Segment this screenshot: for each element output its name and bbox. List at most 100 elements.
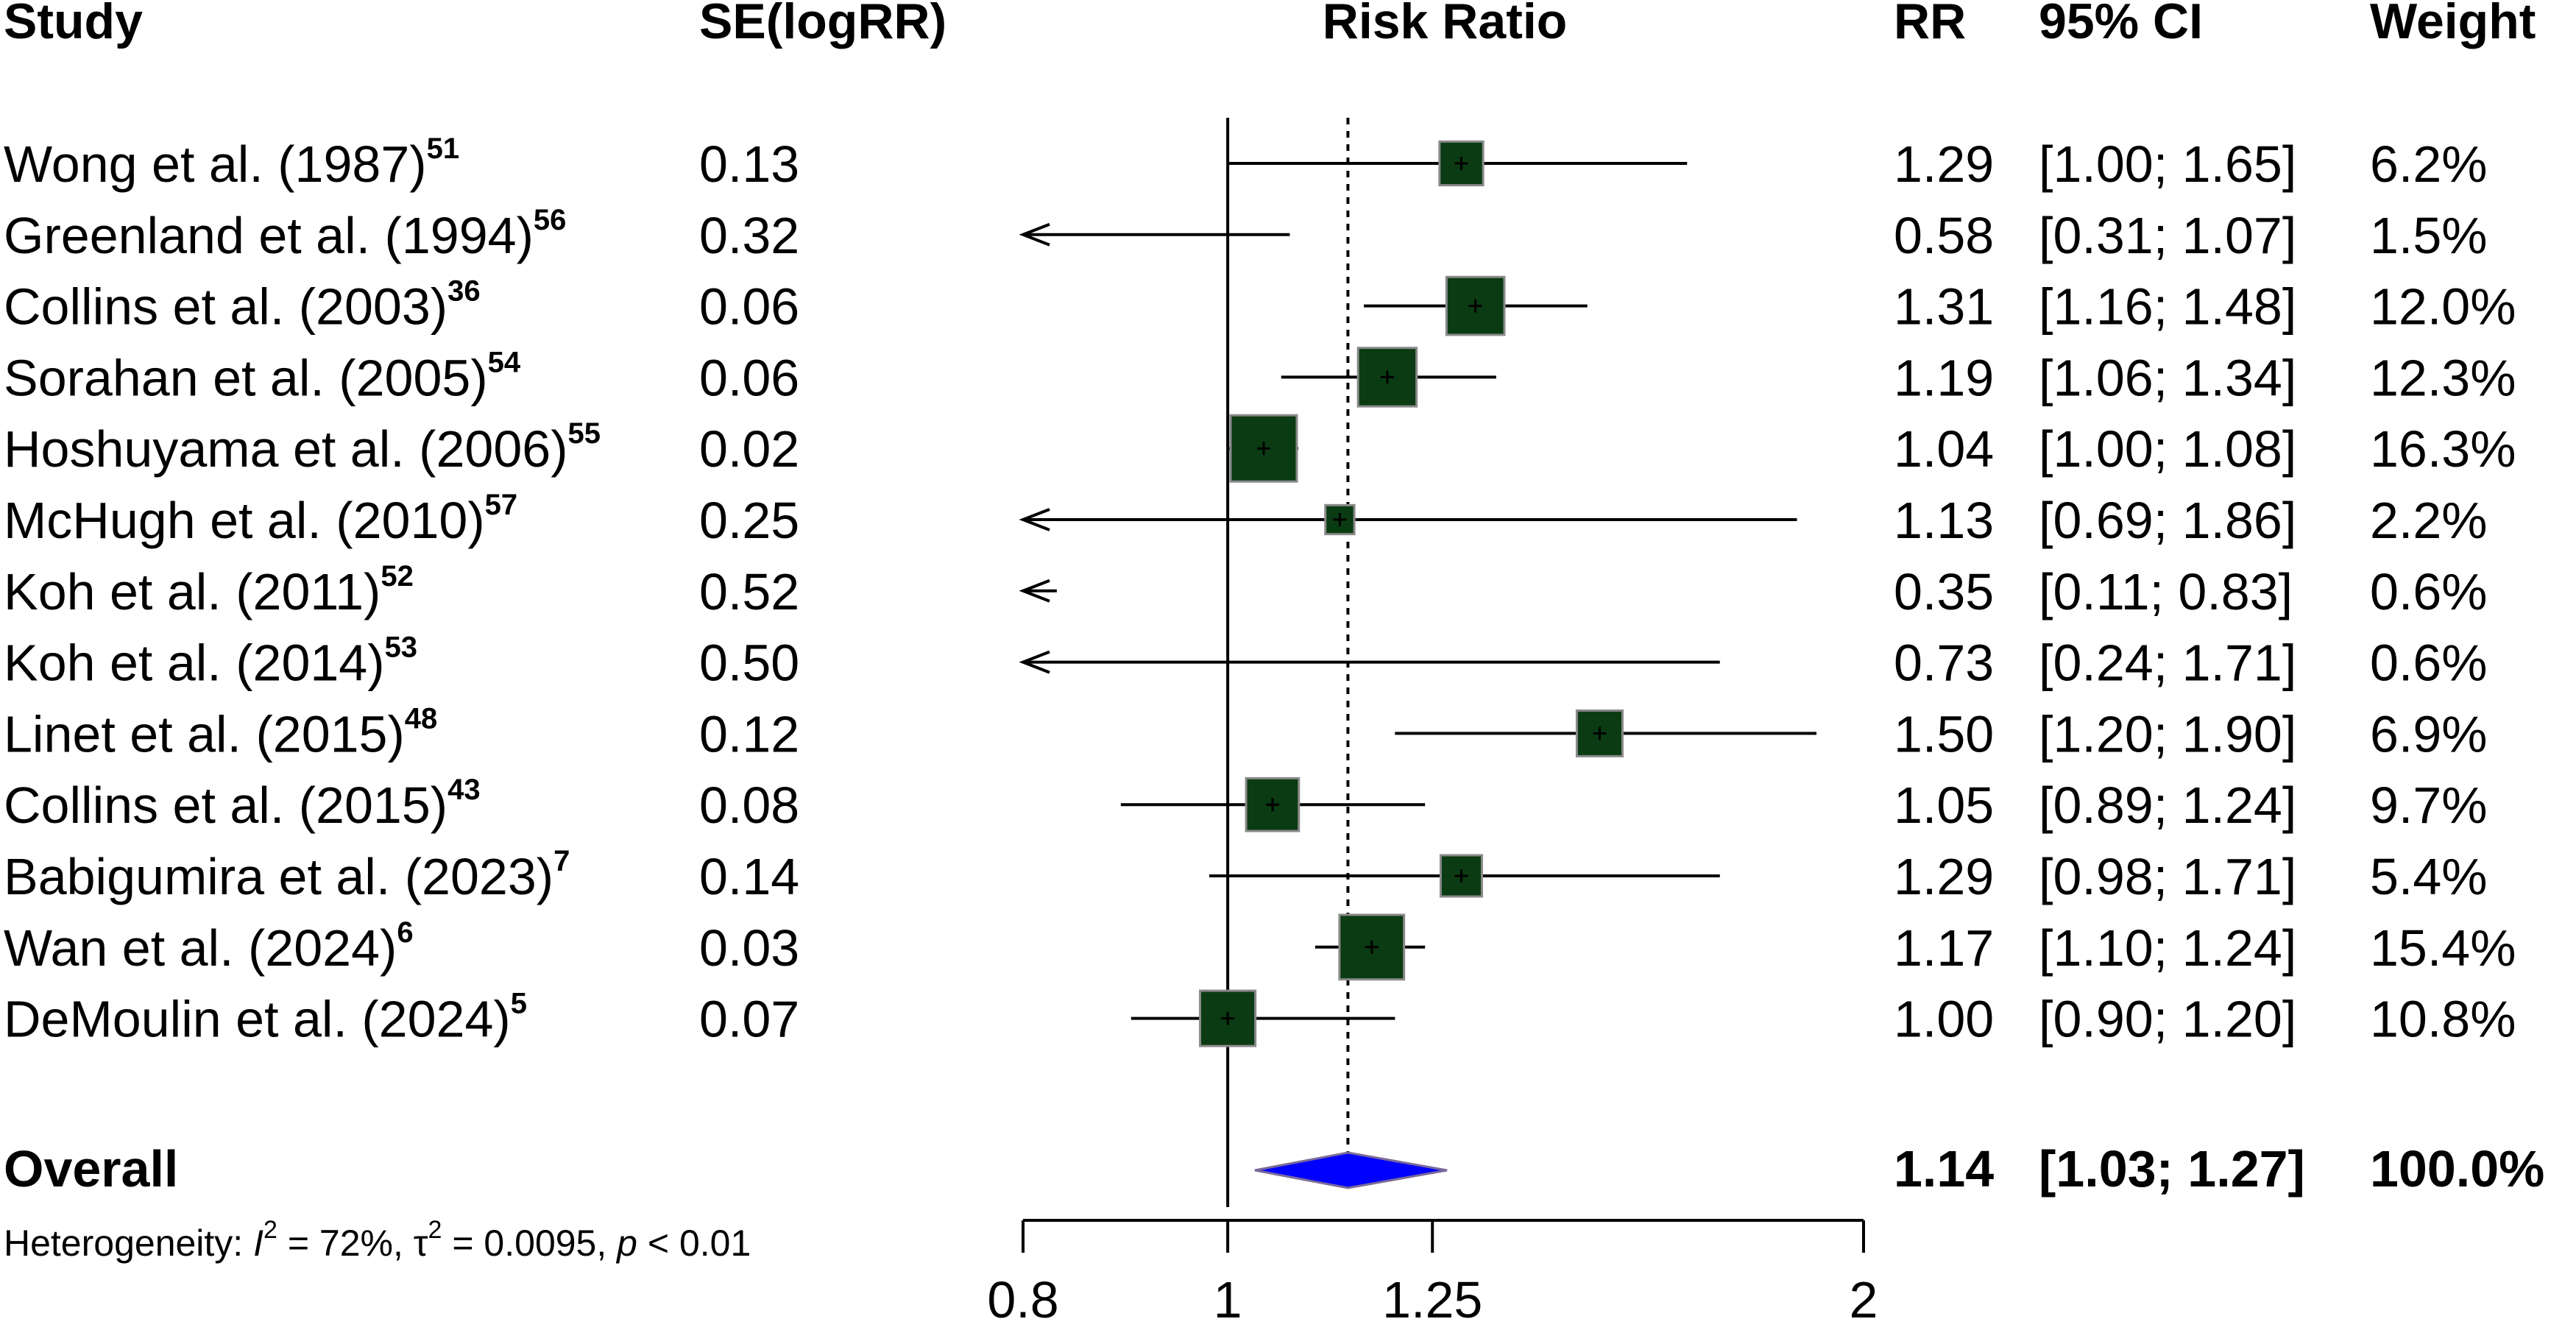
study-rr: 1.00 (1894, 991, 1994, 1048)
study-se: 0.08 (699, 777, 799, 834)
study-rr: 1.31 (1894, 278, 1994, 336)
study-name: Koh et al. (2014)53 (4, 632, 417, 692)
study-rr: 1.50 (1894, 705, 1994, 763)
i2-exponent: 2 (263, 1216, 277, 1244)
study-name-text: Koh et al. (2011) (4, 563, 381, 620)
study-reference: 53 (385, 632, 418, 664)
study-name-text: Hoshuyama et al. (2006) (4, 420, 568, 478)
study-reference: 51 (427, 132, 460, 165)
study-weight: 12.3% (2370, 349, 2516, 406)
header-se: SE(logRR) (699, 0, 946, 49)
study-name: Wong et al. (1987)51 (4, 132, 459, 193)
study-weight: 6.9% (2370, 705, 2488, 763)
study-weight: 2.2% (2370, 492, 2488, 549)
study-weight: 5.4% (2370, 848, 2488, 905)
study-se: 0.25 (699, 492, 799, 549)
study-name-text: Collins et al. (2003) (4, 278, 447, 336)
study-se: 0.06 (699, 349, 799, 406)
tau-exponent: 2 (428, 1216, 442, 1244)
study-se: 0.03 (699, 919, 799, 977)
x-tick-label: 1.25 (1382, 1271, 1482, 1329)
study-weight: 9.7% (2370, 777, 2488, 834)
overall-diamond (1254, 1151, 1448, 1189)
study-reference: 5 (511, 988, 527, 1020)
effect-square (1439, 854, 1484, 898)
study-name-text: Greenland et al. (1994) (4, 207, 534, 264)
study-ci: [1.10; 1.24] (2039, 919, 2296, 977)
study-ci: [0.89; 1.24] (2039, 777, 2296, 834)
ci-left-arrow (1019, 650, 1050, 674)
study-ci: [1.20; 1.90] (2039, 705, 2296, 763)
study-ci: [1.00; 1.08] (2039, 420, 2296, 478)
study-name: Linet et al. (2015)48 (4, 702, 437, 763)
study-name: Babigumira et al. (2023)7 (4, 845, 570, 905)
study-rr: 0.58 (1894, 207, 1994, 264)
overall-weight: 100.0% (2370, 1140, 2544, 1198)
effect-square (1245, 777, 1301, 832)
x-tick-label: 1 (1214, 1271, 1242, 1329)
study-row: Greenland et al. (1994)56 0.32 0.58 [0.31; … (4, 204, 2488, 264)
study-se: 0.14 (699, 848, 799, 905)
study-ci: [0.69; 1.86] (2039, 492, 2296, 549)
study-rr: 1.13 (1894, 492, 1994, 549)
tau-symbol: τ (414, 1223, 428, 1264)
study-row: Hoshuyama et al. (2006)55 0.02 1.04 [1.00; … (4, 414, 2516, 483)
study-se: 0.13 (699, 135, 799, 193)
study-rr: 1.05 (1894, 777, 1994, 834)
study-reference: 7 (553, 845, 570, 877)
i2-value: = 72%, (277, 1223, 414, 1264)
study-name: DeMoulin et al. (2024)5 (4, 988, 527, 1048)
study-reference: 52 (381, 560, 414, 593)
heterogeneity-prefix: Heterogeneity: (4, 1223, 253, 1264)
header-rr: RR (1894, 0, 1966, 49)
study-name-text: Linet et al. (2015) (4, 705, 405, 763)
p-value: < 0.01 (637, 1223, 751, 1264)
study-reference: 36 (447, 275, 481, 308)
study-row: Babigumira et al. (2023)7 0.14 1.29 [0.98; … (4, 845, 2488, 905)
study-weight: 15.4% (2370, 919, 2516, 977)
study-ci: [1.00; 1.65] (2039, 135, 2296, 193)
study-weight: 10.8% (2370, 991, 2516, 1048)
study-weight: 16.3% (2370, 420, 2516, 478)
study-row: Wong et al. (1987)51 0.13 1.29 [1.00; 1.65]… (4, 132, 2488, 193)
x-tick-label: 2 (1850, 1271, 1878, 1329)
study-se: 0.06 (699, 278, 799, 336)
study-se: 0.52 (699, 563, 799, 620)
i2-symbol: I (253, 1223, 263, 1264)
study-rr: 1.29 (1894, 135, 1994, 193)
study-row: McHugh et al. (2010)57 0.25 1.13 [0.69; 1.8… (4, 489, 2488, 549)
study-name-text: Sorahan et al. (2005) (4, 349, 488, 406)
x-axis: 0.8 1 1.25 2 (987, 1219, 1878, 1329)
study-name: Wan et al. (2024)6 (4, 916, 414, 977)
study-ci: [1.16; 1.48] (2039, 278, 2296, 336)
study-rows: Wong et al. (1987)51 0.13 1.29 [1.00; 1.65]… (4, 132, 2516, 1048)
study-name-text: Babigumira et al. (2023) (4, 848, 553, 905)
study-se: 0.32 (699, 207, 799, 264)
study-name-text: McHugh et al. (2010) (4, 492, 485, 549)
study-ci: [0.98; 1.71] (2039, 848, 2296, 905)
study-ci: [0.24; 1.71] (2039, 634, 2296, 692)
study-name: McHugh et al. (2010)57 (4, 489, 517, 549)
overall-ci: [1.03; 1.27] (2039, 1140, 2305, 1198)
p-symbol: p (615, 1223, 637, 1264)
study-row: DeMoulin et al. (2024)5 0.07 1.00 [0.90; 1.… (4, 988, 2516, 1048)
study-row: Collins et al. (2003)36 0.06 1.31 [1.16; 1.… (4, 275, 2516, 336)
study-rr: 0.73 (1894, 634, 1994, 692)
study-name-text: Wan et al. (2024) (4, 919, 397, 977)
study-reference: 55 (568, 417, 601, 450)
study-name: Hoshuyama et al. (2006)55 (4, 417, 601, 478)
ci-left-arrow (1019, 508, 1050, 531)
study-name-text: Koh et al. (2014) (4, 634, 385, 692)
header-risk-ratio: Risk Ratio (1323, 0, 1568, 49)
study-ci: [0.31; 1.07] (2039, 207, 2296, 264)
study-ci: [0.90; 1.20] (2039, 991, 2296, 1048)
study-row: Koh et al. (2011)52 0.52 0.35 [0.11; 0.83] 0… (4, 560, 2488, 620)
study-reference: 54 (488, 346, 521, 378)
study-reference: 57 (485, 489, 518, 521)
study-ci: [1.06; 1.34] (2039, 349, 2296, 406)
ci-left-arrow (1019, 579, 1050, 603)
study-rr: 1.19 (1894, 349, 1994, 406)
study-name: Greenland et al. (1994)56 (4, 204, 566, 264)
study-weight: 1.5% (2370, 207, 2488, 264)
